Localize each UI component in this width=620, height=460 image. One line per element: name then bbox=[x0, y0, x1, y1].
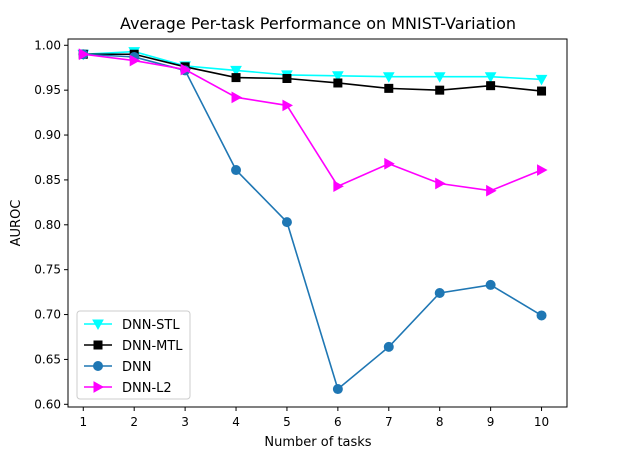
y-tick-label: 0.90 bbox=[34, 128, 61, 142]
y-tick-label: 0.70 bbox=[34, 308, 61, 322]
x-axis-ticks: 1 2 3 4 5 6 7 8 9 10 bbox=[79, 407, 549, 429]
data-point bbox=[281, 217, 292, 228]
data-point bbox=[180, 63, 192, 76]
data-point bbox=[383, 341, 394, 352]
legend-swatch-marker bbox=[93, 340, 103, 350]
legend-item-dnn-mtl: DNN-MTL bbox=[84, 339, 183, 354]
y-axis-ticks: 0.60 0.65 0.70 0.75 0.80 0.85 0.90 0.95 1.00 bbox=[34, 38, 68, 411]
x-tick-label: 3 bbox=[181, 415, 189, 429]
data-point bbox=[435, 85, 445, 95]
legend-item-dnn-stl: DNN-STL bbox=[84, 318, 180, 333]
legend: DNN-STL DNN-MTL DNN DNN-L2 bbox=[76, 310, 191, 400]
legend-swatch-marker bbox=[93, 381, 105, 393]
data-point bbox=[231, 73, 241, 83]
y-tick-label: 0.95 bbox=[34, 83, 61, 97]
data-point bbox=[484, 72, 497, 83]
data-point bbox=[435, 177, 446, 190]
data-point bbox=[282, 73, 292, 83]
legend-label: DNN-MTL bbox=[122, 339, 183, 354]
data-point bbox=[231, 165, 242, 176]
series-dnn-l2 bbox=[78, 48, 548, 197]
data-point bbox=[231, 91, 243, 104]
y-tick-label: 0.75 bbox=[34, 263, 61, 277]
x-tick-label: 9 bbox=[487, 415, 495, 429]
data-point bbox=[384, 157, 395, 170]
x-tick-label: 6 bbox=[334, 415, 342, 429]
data-point bbox=[282, 99, 293, 112]
legend-swatch-marker bbox=[92, 319, 104, 331]
y-tick-label: 0.65 bbox=[34, 352, 61, 366]
series-line bbox=[83, 50, 542, 81]
data-point bbox=[537, 86, 547, 96]
series-line bbox=[83, 53, 542, 92]
legend-label: DNN bbox=[122, 360, 151, 375]
chart-title: Average Per-task Performance on MNIST-Va… bbox=[120, 14, 516, 33]
x-tick-label: 5 bbox=[283, 415, 291, 429]
x-tick-label: 2 bbox=[130, 415, 138, 429]
data-point bbox=[537, 164, 548, 176]
legend-label: DNN-L2 bbox=[122, 381, 172, 396]
x-tick-label: 1 bbox=[79, 415, 87, 429]
y-axis-label: AUROC bbox=[9, 200, 24, 247]
data-point bbox=[382, 72, 395, 83]
legend-item-dnn-l2: DNN-L2 bbox=[84, 381, 172, 396]
data-point bbox=[333, 78, 343, 88]
plot-frame bbox=[67, 38, 568, 408]
x-tick-label: 10 bbox=[534, 415, 549, 429]
series-line bbox=[83, 53, 542, 192]
data-point bbox=[486, 81, 496, 91]
data-point bbox=[536, 310, 547, 321]
data-point bbox=[78, 48, 90, 61]
data-point bbox=[129, 54, 141, 67]
legend-box bbox=[76, 310, 191, 400]
x-tick-label: 7 bbox=[385, 415, 393, 429]
legend-item-dnn: DNN bbox=[84, 360, 151, 375]
y-tick-label: 1.00 bbox=[34, 38, 61, 52]
data-point bbox=[384, 83, 394, 93]
data-point bbox=[332, 71, 344, 82]
data-point bbox=[434, 288, 445, 299]
data-point bbox=[535, 74, 548, 86]
legend-swatch-marker bbox=[93, 361, 103, 371]
series-line bbox=[83, 53, 542, 391]
data-point bbox=[332, 384, 343, 395]
legend-label: DNN-STL bbox=[122, 318, 180, 333]
data-point bbox=[486, 184, 497, 197]
x-tick-label: 8 bbox=[436, 415, 444, 429]
x-tick-label: 4 bbox=[232, 415, 240, 429]
data-point bbox=[433, 72, 446, 83]
series-group bbox=[77, 47, 548, 395]
data-point bbox=[333, 180, 344, 193]
data-point bbox=[230, 65, 242, 77]
y-tick-label: 0.80 bbox=[34, 218, 61, 232]
y-tick-label: 0.60 bbox=[34, 397, 61, 411]
data-point bbox=[485, 279, 496, 290]
y-tick-label: 0.85 bbox=[34, 173, 61, 187]
x-axis-label: Number of tasks bbox=[264, 435, 371, 450]
